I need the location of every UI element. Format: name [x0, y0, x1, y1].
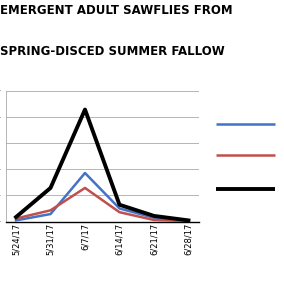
Text: EMERGENT ADULT SAWFLIES FROM: EMERGENT ADULT SAWFLIES FROM	[0, 4, 233, 17]
Text: SPRING-DISCED SUMMER FALLOW: SPRING-DISCED SUMMER FALLOW	[0, 45, 225, 59]
